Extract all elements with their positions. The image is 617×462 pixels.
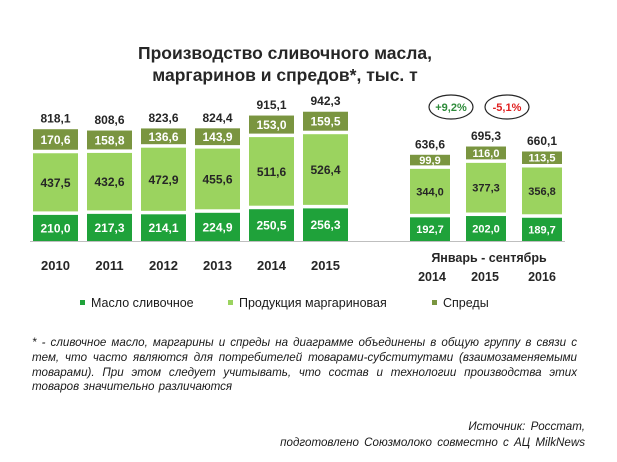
partial-label-butter-2016: 189,7 bbox=[528, 224, 556, 236]
annual-bar-butter-2014 bbox=[249, 209, 294, 241]
partial-total-2014: 636,6 bbox=[415, 137, 445, 151]
legend-swatch-margarine bbox=[228, 300, 233, 306]
annual-label-margarine-2013: 455,6 bbox=[202, 172, 232, 186]
legend-item-butter: Масло сливочное bbox=[80, 296, 194, 310]
partial-bar-spreads-2015 bbox=[466, 146, 506, 160]
annual-bar-spreads-2011 bbox=[87, 130, 132, 150]
legend-label-butter: Масло сливочное bbox=[91, 296, 194, 310]
annual-label-margarine-2015: 526,4 bbox=[310, 163, 340, 177]
annual-bar-margarine-2013 bbox=[195, 148, 240, 210]
partial-label-butter-2015: 202,0 bbox=[472, 224, 500, 236]
annual-tick-2011: 2011 bbox=[95, 258, 123, 273]
partial-bar-margarine-2016 bbox=[522, 167, 562, 215]
partial-bar-spreads-2016 bbox=[522, 151, 562, 164]
partial-bar-margarine-2015 bbox=[466, 162, 506, 213]
legend-swatch-butter bbox=[80, 300, 85, 306]
annual-label-spreads-2010: 170,6 bbox=[40, 133, 70, 147]
partial-label-butter-2014: 192,7 bbox=[416, 224, 444, 236]
partial-total-2015: 695,3 bbox=[471, 129, 501, 143]
annual-label-butter-2013: 224,9 bbox=[202, 220, 232, 234]
annual-label-spreads-2013: 143,9 bbox=[202, 130, 232, 144]
source-line2: подготовлено Союзмолоко совместно с АЦ M… bbox=[280, 436, 585, 449]
annual-bar-margarine-2012 bbox=[141, 147, 186, 211]
annual-bar-spreads-2012 bbox=[141, 128, 186, 145]
annual-bar-margarine-2015 bbox=[303, 134, 348, 205]
annual-label-butter-2012: 214,1 bbox=[148, 221, 178, 235]
annual-bar-butter-2011 bbox=[87, 213, 132, 241]
annual-tick-2014: 2014 bbox=[257, 258, 287, 273]
partial-label-spreads-2016: 113,5 bbox=[529, 153, 556, 165]
chart-title-line1: Производство сливочного масла, bbox=[138, 43, 432, 63]
annual-bar-spreads-2010 bbox=[33, 129, 78, 150]
annual-label-margarine-2012: 472,9 bbox=[148, 173, 178, 187]
annual-bar-spreads-2013 bbox=[195, 128, 240, 146]
partial-tick-2014: 2014 bbox=[418, 270, 446, 284]
legend-item-spreads: Спреды bbox=[432, 296, 489, 310]
chart-title-line2: маргаринов и спредов*, тыс. т bbox=[152, 65, 418, 85]
annual-total-2014: 915,1 bbox=[256, 98, 286, 112]
annual-tick-2015: 2015 bbox=[311, 258, 340, 273]
partial-bar-butter-2014 bbox=[410, 217, 450, 241]
annual-tick-2010: 2010 bbox=[41, 258, 70, 273]
change-badge-label-0: +9,2% bbox=[435, 102, 467, 114]
annual-bar-butter-2012 bbox=[141, 214, 186, 241]
annual-bar-butter-2010 bbox=[33, 214, 78, 241]
partial-label-spreads-2015: 116,0 bbox=[473, 148, 500, 160]
legend-swatch-spreads bbox=[432, 300, 437, 306]
partial-tick-2015: 2015 bbox=[471, 270, 499, 284]
partial-label-margarine-2014: 344,0 bbox=[416, 186, 444, 198]
annual-bar-spreads-2015 bbox=[303, 111, 348, 131]
annual-total-2012: 823,6 bbox=[148, 111, 178, 125]
annual-total-2013: 824,4 bbox=[202, 111, 232, 125]
stacked-bar-chart: 210,0 437,5 170,6 818,1 2010 217,3 432,6 158,8 8… bbox=[30, 94, 565, 284]
annual-label-butter-2015: 256,3 bbox=[310, 218, 340, 232]
annual-label-butter-2014: 250,5 bbox=[256, 219, 286, 233]
annual-label-margarine-2010: 437,5 bbox=[40, 176, 70, 190]
annual-total-2010: 818,1 bbox=[40, 112, 70, 126]
legend-item-margarine: Продукция маргариновая bbox=[228, 296, 387, 310]
partial-bar-margarine-2014 bbox=[410, 168, 450, 214]
annual-label-margarine-2014: 511,6 bbox=[257, 165, 287, 179]
annual-bar-margarine-2014 bbox=[249, 137, 294, 206]
annual-label-spreads-2012: 136,6 bbox=[148, 130, 178, 144]
annual-bar-margarine-2011 bbox=[87, 152, 132, 211]
annual-bar-butter-2015 bbox=[303, 208, 348, 241]
change-badge-0 bbox=[428, 94, 474, 120]
legend-label-margarine: Продукция маргариновая bbox=[239, 296, 387, 310]
partial-bar-spreads-2014 bbox=[410, 154, 450, 166]
source-line1: Источник: Росстат, bbox=[468, 420, 585, 433]
annual-label-spreads-2014: 153,0 bbox=[256, 118, 286, 132]
partial-bar-butter-2016 bbox=[522, 217, 562, 241]
partial-label-margarine-2016: 356,8 bbox=[528, 186, 556, 198]
footnote: * - сливочное масло, маргарины и спреды … bbox=[32, 336, 577, 394]
annual-bar-spreads-2014 bbox=[249, 115, 294, 134]
annual-bar-margarine-2010 bbox=[33, 153, 78, 212]
partial-period-label: Январь - сентябрь bbox=[431, 251, 547, 265]
partial-label-margarine-2015: 377,3 bbox=[472, 183, 500, 195]
partial-bar-butter-2015 bbox=[466, 216, 506, 241]
annual-tick-2012: 2012 bbox=[149, 258, 178, 273]
annual-label-butter-2010: 210,0 bbox=[40, 221, 70, 235]
annual-label-butter-2011: 217,3 bbox=[94, 221, 124, 235]
partial-label-spreads-2014: 99,9 bbox=[419, 155, 440, 167]
partial-tick-2016: 2016 bbox=[528, 270, 556, 284]
annual-tick-2013: 2013 bbox=[203, 258, 232, 273]
annual-label-spreads-2015: 159,5 bbox=[310, 115, 340, 129]
partial-total-2016: 660,1 bbox=[527, 134, 557, 148]
change-badge-label-1: -5,1% bbox=[493, 102, 522, 114]
annual-total-2011: 808,6 bbox=[94, 113, 124, 127]
annual-label-spreads-2011: 158,8 bbox=[94, 133, 124, 147]
annual-bar-butter-2013 bbox=[195, 212, 240, 241]
legend-label-spreads: Спреды bbox=[443, 296, 489, 310]
change-badge-1 bbox=[484, 94, 530, 120]
annual-total-2015: 942,3 bbox=[310, 94, 340, 108]
annual-label-margarine-2011: 432,6 bbox=[94, 175, 124, 189]
